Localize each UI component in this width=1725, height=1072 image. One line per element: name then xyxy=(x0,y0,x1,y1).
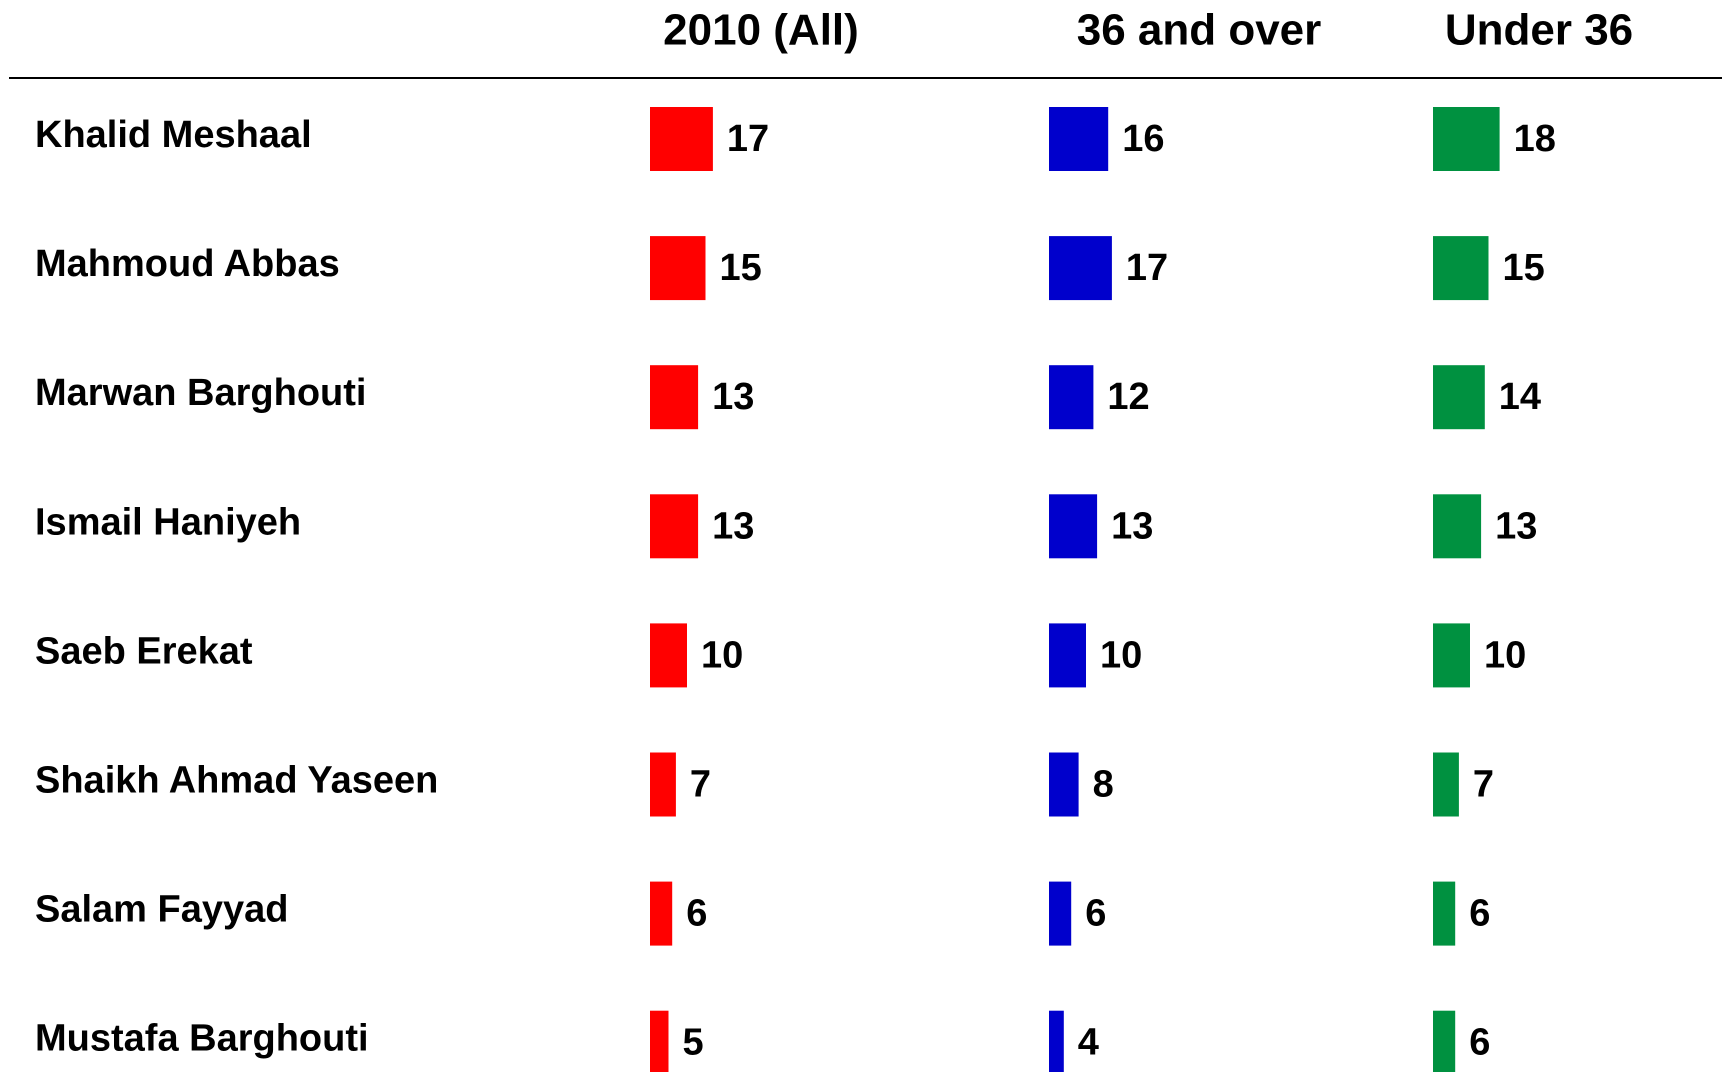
value-label: 17 xyxy=(727,118,769,160)
value-label: 13 xyxy=(1495,505,1537,547)
row-label: Marwan Barghouti xyxy=(35,372,366,414)
value-label: 13 xyxy=(712,505,754,547)
bar xyxy=(1433,494,1482,559)
value-label: 5 xyxy=(683,1022,704,1064)
row-label: Ismail Haniyeh xyxy=(35,501,301,543)
bar xyxy=(1049,236,1112,301)
value-label: 17 xyxy=(1126,247,1168,289)
bar xyxy=(1433,365,1485,430)
bar xyxy=(1049,494,1098,559)
bar xyxy=(1049,365,1094,430)
bar xyxy=(650,107,713,171)
column-header: Under 36 xyxy=(1445,6,1633,55)
value-label: 13 xyxy=(712,376,754,418)
value-label: 18 xyxy=(1514,118,1556,160)
value-label: 6 xyxy=(1469,893,1490,935)
bar xyxy=(1049,752,1079,817)
row-label: Mahmoud Abbas xyxy=(35,243,340,285)
value-label: 6 xyxy=(686,893,707,935)
row-label: Mustafa Barghouti xyxy=(35,1018,369,1060)
value-label: 16 xyxy=(1122,118,1164,160)
column-header: 2010 (All) xyxy=(663,6,859,55)
bar xyxy=(1049,107,1109,171)
bar xyxy=(1433,1010,1456,1072)
bar xyxy=(1049,1010,1064,1072)
bar xyxy=(1433,752,1459,817)
bar xyxy=(1433,236,1489,301)
value-label: 10 xyxy=(1100,634,1142,676)
value-label: 15 xyxy=(1503,247,1545,289)
value-label: 4 xyxy=(1078,1022,1099,1064)
value-label: 13 xyxy=(1111,505,1153,547)
row-label: Salam Fayyad xyxy=(35,889,288,931)
value-label: 14 xyxy=(1499,376,1541,418)
bar xyxy=(1049,623,1086,688)
bar xyxy=(650,494,699,559)
value-label: 15 xyxy=(720,247,762,289)
value-label: 8 xyxy=(1093,764,1114,806)
bar xyxy=(1433,881,1456,946)
row-label: Khalid Meshaal xyxy=(35,114,312,156)
bar xyxy=(650,623,687,688)
bar xyxy=(650,881,673,946)
bar xyxy=(650,752,676,817)
bar xyxy=(1433,623,1470,688)
value-label: 6 xyxy=(1085,893,1106,935)
value-label: 12 xyxy=(1107,376,1149,418)
bar xyxy=(1049,881,1072,946)
bar xyxy=(650,365,699,430)
value-label: 10 xyxy=(1484,634,1526,676)
value-label: 7 xyxy=(690,764,711,806)
bar xyxy=(1433,107,1500,171)
value-label: 6 xyxy=(1469,1022,1490,1064)
value-label: 7 xyxy=(1473,764,1494,806)
row-label: Shaikh Ahmad Yaseen xyxy=(35,760,438,802)
bar xyxy=(650,1010,669,1072)
column-header: 36 and over xyxy=(1077,6,1322,55)
row-label: Saeb Erekat xyxy=(35,630,253,672)
bar xyxy=(650,236,706,301)
value-label: 10 xyxy=(701,634,743,676)
